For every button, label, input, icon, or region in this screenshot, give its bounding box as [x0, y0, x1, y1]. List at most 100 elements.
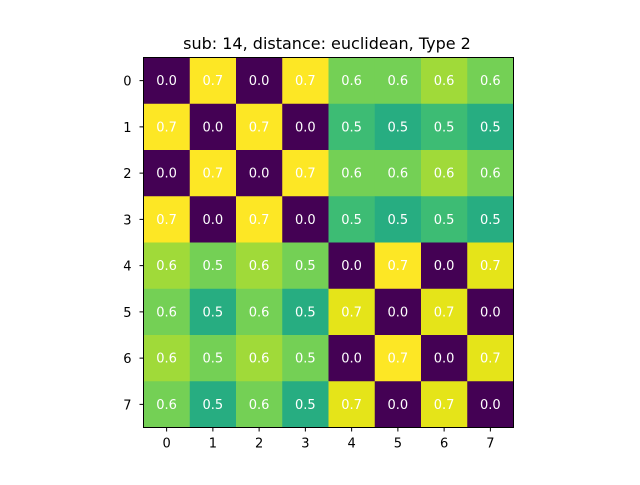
cell-value-label-r5-c3: 0.5	[295, 305, 316, 320]
cell-value-label-r5-c5: 0.0	[388, 305, 409, 320]
cell-value-label-r3-c1: 0.0	[203, 213, 224, 228]
heatmap-cell-r6-c0	[143, 335, 191, 382]
heatmap-cell-r3-c1	[189, 196, 237, 243]
heatmap-cell-r7-c6	[421, 381, 468, 428]
y-tick-label-4: 4	[123, 260, 131, 275]
cell-value-label-r1-c0: 0.7	[156, 120, 177, 135]
heatmap-cell-r2-c6	[421, 150, 468, 197]
cell-value-label-r7-c2: 0.6	[249, 398, 270, 413]
heatmap-cell-r0-c7	[467, 57, 514, 105]
heatmap-cell-r5-c1	[189, 288, 237, 336]
cell-value-label-r1-c6: 0.5	[434, 120, 455, 135]
heatmap-cell-r2-c3	[282, 150, 329, 197]
cell-value-label-r6-c2: 0.6	[249, 352, 270, 367]
heatmap-cell-r4-c5	[374, 242, 422, 290]
heatmap-cell-r7-c3	[282, 381, 329, 428]
cell-value-label-r2-c4: 0.6	[341, 167, 362, 182]
heatmap-cell-r3-c3	[282, 196, 329, 243]
cell-value-label-r2-c1: 0.7	[203, 167, 224, 182]
heatmap-cell-r5-c3	[282, 288, 329, 336]
cell-value-label-r4-c0: 0.6	[156, 259, 177, 274]
heatmap-cell-r7-c2	[236, 381, 283, 428]
heatmap-cell-r1-c4	[328, 103, 376, 151]
y-tick-label-6: 6	[123, 352, 131, 367]
heatmap-cell-r0-c5	[374, 57, 422, 105]
heatmap-cell-r7-c0	[143, 381, 191, 428]
cell-value-label-r2-c3: 0.7	[295, 167, 316, 182]
heatmap-cells	[143, 57, 514, 428]
cell-value-label-r2-c2: 0.0	[249, 167, 270, 182]
heatmap-cell-r4-c1	[189, 242, 237, 290]
heatmap-cell-r2-c0	[143, 150, 191, 197]
heatmap-cell-r5-c0	[143, 288, 191, 336]
heatmap-cell-r4-c3	[282, 242, 329, 290]
cell-value-label-r6-c0: 0.6	[156, 352, 177, 367]
x-tick-label-6: 6	[440, 437, 448, 452]
cell-value-label-r2-c7: 0.6	[480, 167, 501, 182]
heatmap-cell-r7-c5	[374, 381, 422, 428]
heatmap-cell-r6-c2	[236, 335, 283, 382]
cell-value-label-r0-c0: 0.0	[156, 74, 177, 89]
cell-value-label-r5-c7: 0.0	[480, 305, 501, 320]
cell-value-label-r1-c3: 0.0	[295, 120, 316, 135]
cell-value-label-r3-c5: 0.5	[388, 213, 409, 228]
heatmap-cell-r3-c2	[236, 196, 283, 243]
cell-value-label-r2-c0: 0.0	[156, 167, 177, 182]
heatmap-cell-r3-c0	[143, 196, 191, 243]
heatmap-cell-r5-c6	[421, 288, 468, 336]
heatmap-cell-r3-c6	[421, 196, 468, 243]
cell-value-label-r5-c1: 0.5	[203, 305, 224, 320]
cell-value-label-r5-c6: 0.7	[434, 305, 455, 320]
heatmap-cell-r2-c4	[328, 150, 376, 197]
y-tick-label-5: 5	[123, 306, 131, 321]
heatmap-cell-r4-c7	[467, 242, 514, 290]
heatmap-cell-r4-c4	[328, 242, 376, 290]
heatmap-cell-r0-c4	[328, 57, 376, 105]
heatmap-cell-r6-c4	[328, 335, 376, 382]
y-tick-label-2: 2	[123, 167, 131, 182]
cell-value-label-r1-c7: 0.5	[480, 120, 501, 135]
x-tick-label-1: 1	[209, 437, 217, 452]
heatmap-cell-r0-c2	[236, 57, 283, 105]
x-axis: 0 1 2 3 4 5 6 7	[162, 427, 495, 452]
heatmap-cell-r1-c5	[374, 103, 422, 151]
heatmap-cell-r0-c0	[143, 57, 191, 105]
heatmap-cell-r1-c2	[236, 103, 283, 151]
heatmap-cell-r1-c0	[143, 103, 191, 151]
y-axis: 0 1 2 3 4 5 6 7	[123, 75, 144, 413]
cell-value-label-r2-c5: 0.6	[388, 167, 409, 182]
cell-value-label-r0-c5: 0.6	[388, 74, 409, 89]
cell-value-label-r4-c1: 0.5	[203, 259, 224, 274]
heatmap-cell-r0-c1	[189, 57, 237, 105]
x-tick-label-0: 0	[162, 437, 170, 452]
cell-value-label-r3-c7: 0.5	[480, 213, 501, 228]
cell-value-label-r6-c5: 0.7	[388, 352, 409, 367]
heatmap-cell-r6-c3	[282, 335, 329, 382]
cell-value-label-r4-c5: 0.7	[388, 259, 409, 274]
cell-value-label-r5-c4: 0.7	[341, 305, 362, 320]
heatmap-cell-r2-c2	[236, 150, 283, 197]
heatmap-cell-r0-c6	[421, 57, 468, 105]
heatmap-cell-r7-c4	[328, 381, 376, 428]
heatmap-cell-r1-c1	[189, 103, 237, 151]
heatmap-cell-r1-c7	[467, 103, 514, 151]
cell-value-label-r0-c6: 0.6	[434, 74, 455, 89]
heatmap-cell-r6-c1	[189, 335, 237, 382]
cell-value-label-r0-c7: 0.6	[480, 74, 501, 89]
cell-value-label-r4-c2: 0.6	[249, 259, 270, 274]
cell-value-label-r2-c6: 0.6	[434, 167, 455, 182]
heatmap-cell-r5-c7	[467, 288, 514, 336]
cell-value-label-r7-c4: 0.7	[341, 398, 362, 413]
cell-value-label-r0-c3: 0.7	[295, 74, 316, 89]
chart-title: sub: 14, distance: euclidean, Type 2	[183, 34, 471, 53]
cell-value-label-r3-c6: 0.5	[434, 213, 455, 228]
cell-value-label-r6-c4: 0.0	[341, 352, 362, 367]
cell-value-label-r7-c0: 0.6	[156, 398, 177, 413]
cell-value-label-r7-c1: 0.5	[203, 398, 224, 413]
heatmap-cell-r4-c6	[421, 242, 468, 290]
heatmap-cell-labels: 0.0 0.7 0.0 0.7 0.6 0.6 0.6 0.6 0.7 0.0 0.7 0.0 0.5 0…	[156, 74, 500, 413]
heatmap-cell-r1-c6	[421, 103, 468, 151]
cell-value-label-r5-c0: 0.6	[156, 305, 177, 320]
